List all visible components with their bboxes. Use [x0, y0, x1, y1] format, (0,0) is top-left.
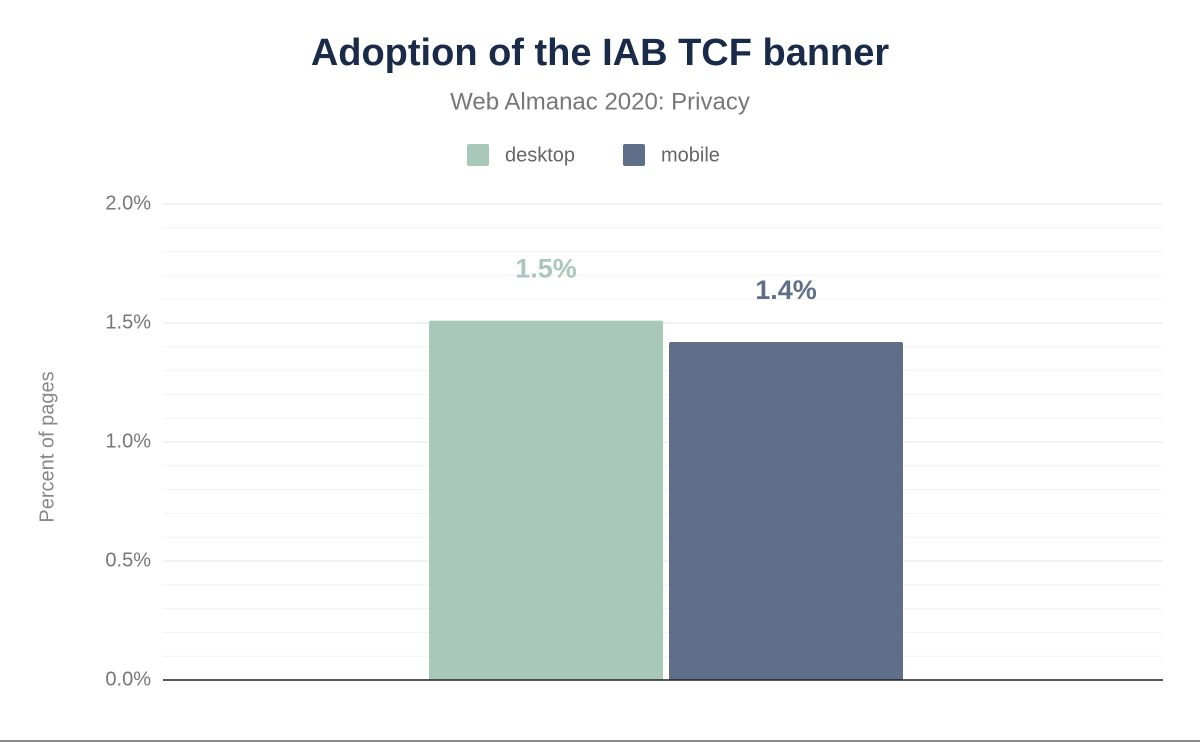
chart-title: Adoption of the IAB TCF banner	[311, 32, 890, 74]
legend-label: desktop	[505, 144, 575, 166]
y-tick-label: 0.5%	[105, 549, 151, 571]
bar	[669, 342, 903, 680]
y-tick-label: 0.0%	[105, 668, 151, 690]
legend-swatch	[623, 144, 645, 166]
y-axis-label: Percent of pages	[36, 371, 58, 522]
legend-swatch	[467, 144, 489, 166]
chart-subtitle: Web Almanac 2020: Privacy	[450, 88, 750, 115]
y-tick-label: 2.0%	[105, 192, 151, 214]
legend-label: mobile	[661, 144, 720, 166]
bar	[429, 320, 663, 680]
y-tick-label: 1.5%	[105, 311, 151, 333]
data-label: 1.4%	[755, 275, 817, 305]
y-tick-label: 1.0%	[105, 430, 151, 452]
data-label: 1.5%	[515, 254, 577, 284]
